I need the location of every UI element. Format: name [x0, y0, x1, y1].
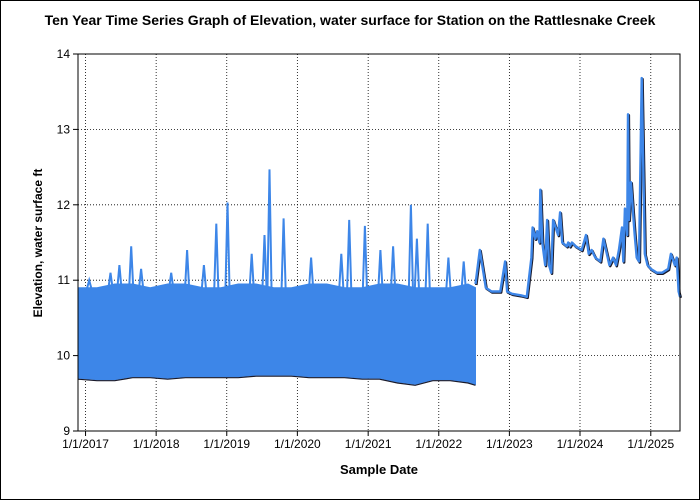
series-spike	[308, 257, 315, 288]
x-axis-title: Sample Date	[339, 462, 419, 477]
series-spike	[346, 219, 353, 288]
series-spike	[445, 257, 452, 288]
series-spike	[224, 202, 231, 288]
x-tick-label: 1/1/2021	[345, 437, 392, 451]
x-axis-ticks: 1/1/2017 1/1/2018 1/1/2019 1/1/2020 1/1/2021…	[62, 431, 674, 451]
series-spike	[248, 253, 255, 288]
series-spike	[107, 272, 114, 288]
series-spike	[200, 265, 207, 288]
series-spike	[266, 169, 273, 288]
x-tick-label: 1/1/2023	[486, 437, 533, 451]
series-spike	[413, 238, 420, 288]
series-spike	[213, 223, 220, 288]
series-spike	[128, 246, 135, 288]
y-tick-label: 10	[57, 349, 71, 363]
y-tick-label: 13	[57, 122, 71, 136]
series-spike	[338, 253, 345, 288]
series-spike	[377, 249, 384, 288]
x-tick-label: 1/1/2025	[627, 437, 674, 451]
series-spike	[361, 225, 368, 288]
series-group	[77, 76, 683, 386]
series-trace-shadow	[475, 77, 683, 300]
series-band	[77, 283, 476, 385]
plot-area-border	[77, 53, 681, 432]
y-tick-label: 11	[58, 273, 71, 287]
series-spike	[407, 204, 414, 288]
series-trace-line	[474, 76, 682, 298]
x-tick-label: 1/1/2019	[203, 437, 250, 451]
x-tick-label: 1/1/2017	[62, 437, 109, 451]
chart-title: Ten Year Time Series Graph of Elevation,…	[44, 12, 656, 28]
series-band-lower-edge	[77, 375, 476, 386]
x-tick-label: 1/1/2020	[274, 437, 321, 451]
series-spike	[184, 249, 191, 288]
y-tick-label: 14	[57, 47, 71, 61]
series-spike	[138, 268, 145, 288]
x-tick-label: 1/1/2022	[415, 437, 462, 451]
series-spike	[280, 218, 287, 288]
y-tick-label: 12	[57, 198, 71, 212]
series-spike	[261, 234, 268, 288]
series-spike	[168, 272, 175, 288]
series-spike	[116, 265, 123, 288]
x-tick-label: 1/1/2024	[557, 437, 604, 451]
x-tick-label: 1/1/2018	[133, 437, 180, 451]
series-spike	[460, 261, 467, 288]
series-spike	[424, 223, 431, 288]
series-spike	[390, 246, 397, 288]
series-spike	[86, 276, 93, 288]
y-tick-label: 9	[63, 424, 70, 438]
y-axis-ticks: 9 10 11 12 13 14	[57, 47, 78, 438]
